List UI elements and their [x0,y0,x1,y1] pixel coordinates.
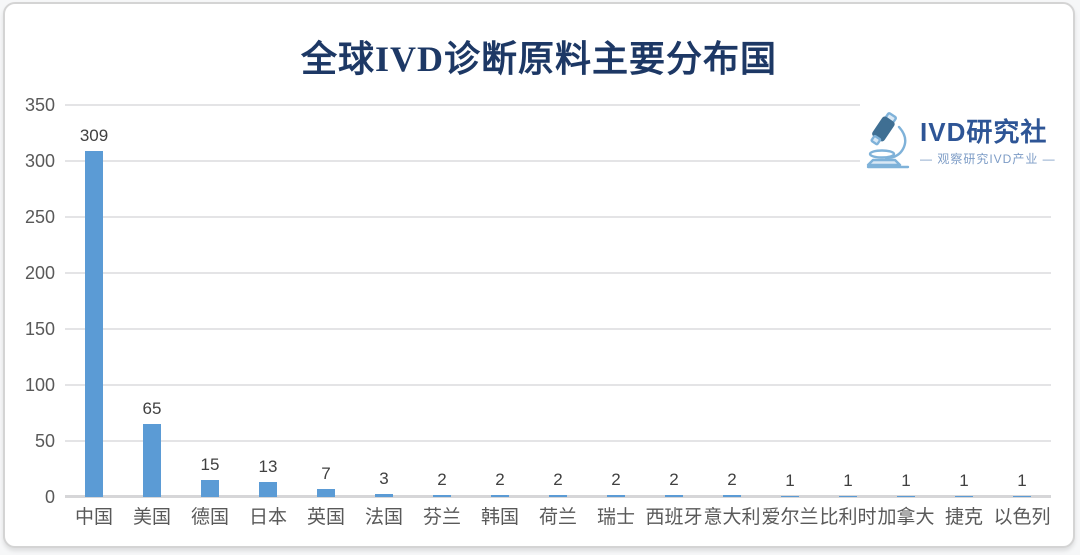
bar-value-label: 2 [611,469,621,489]
logo-name: IVD研究社 [920,117,1048,147]
bar [897,495,915,497]
bar [781,495,799,497]
bar [955,495,973,497]
y-axis-tick-label: 0 [44,487,55,507]
bar-value-label: 2 [669,469,679,489]
bar-value-label: 13 [258,457,278,477]
x-axis-category-label: 德国 [190,507,229,528]
x-axis-category-label: 法国 [364,507,403,528]
bar [143,424,161,497]
y-axis-tick-label: 250 [24,207,55,227]
bar-value-label: 2 [553,469,563,489]
gridline [65,104,1051,106]
y-axis-tick-label: 200 [24,263,55,283]
bar-value-label: 1 [901,470,911,490]
chart-card: 全球IVD诊断原料主要分布国 0 50 100 150 200 250 300 350 309 中… [3,2,1075,548]
bar [839,495,857,497]
y-axis-tick-label: 50 [34,431,55,451]
bar [201,480,219,497]
bar [317,489,335,497]
bar [665,494,683,497]
plot-area: 0 50 100 150 200 250 300 350 309 中国 65 美国 15 德国 13 日本 7 英… [25,95,1051,528]
gridline [65,440,1051,442]
y-axis-tick-label: 150 [24,319,55,339]
chart-title: 全球IVD诊断原料主要分布国 [300,39,777,79]
x-axis-category-label: 瑞士 [596,507,635,528]
x-axis-category-label: 韩国 [480,507,519,528]
y-axis-tick-label: 100 [24,375,55,395]
x-axis-category-label: 英国 [306,507,345,528]
x-axis-category-label: 荷兰 [538,507,577,528]
microscope-icon [860,111,914,174]
bar [85,150,103,497]
bar-value-label: 309 [79,125,109,145]
bar [1013,495,1031,497]
x-axis-category-label: 美国 [132,507,171,528]
bar [259,482,277,497]
bar-value-label: 1 [1017,470,1027,490]
bar [607,494,625,497]
gridline [65,216,1051,218]
bar-value-label: 7 [321,464,331,484]
bar-value-label: 2 [495,469,505,489]
logo-tagline: — 观察研究IVD产业 — [920,152,1056,166]
y-axis-tick-label: 350 [24,95,55,115]
bar-value-label: 3 [379,468,389,488]
bar-value-label: 65 [142,399,162,419]
y-axis-tick-label: 300 [24,151,55,171]
bar-value-label: 1 [785,470,795,490]
bar [491,494,509,497]
x-axis-category-label: 芬兰 [422,507,461,528]
bar-value-label: 1 [843,470,853,490]
x-axis-category-label: 意大利 [703,507,761,528]
bar-value-label: 15 [200,455,220,475]
x-axis-category-label: 加拿大 [877,507,935,528]
bar-value-label: 2 [727,469,737,489]
logo-text-block: IVD研究社 — 观察研究IVD产业 — [920,117,1056,167]
gridline [65,272,1051,274]
gridline [65,160,1051,162]
x-axis-category-label: 日本 [248,507,287,528]
bar [375,493,393,497]
bar-value-label: 2 [437,469,447,489]
x-axis-category-label: 捷克 [944,507,983,528]
x-axis-category-label: 爱尔兰 [761,507,819,528]
x-axis-category-label: 比利时 [819,507,877,528]
bar-value-label: 1 [959,470,969,490]
logo: IVD研究社 — 观察研究IVD产业 — [860,96,1056,188]
bar [433,494,451,497]
gridline [65,384,1051,386]
bar [549,494,567,497]
x-axis-category-label: 以色列 [993,507,1051,528]
x-axis-category-label: 西班牙 [645,507,703,528]
bar [723,494,741,497]
x-axis-category-label: 中国 [74,507,113,528]
gridline [65,328,1051,330]
